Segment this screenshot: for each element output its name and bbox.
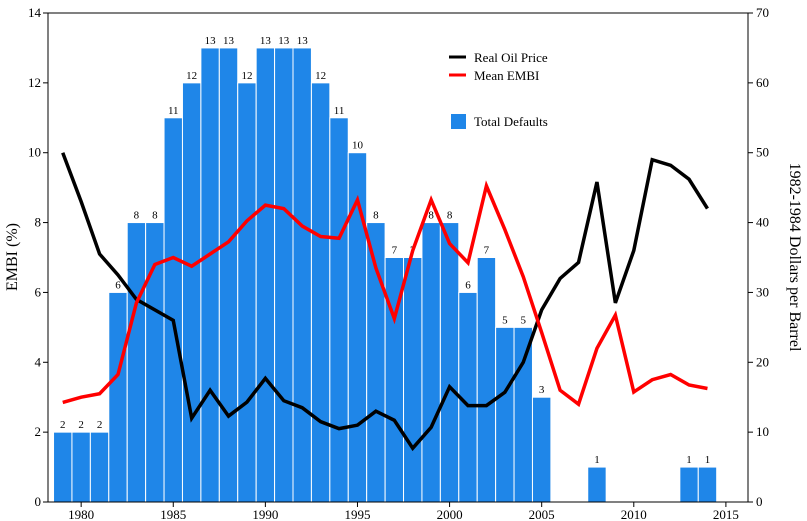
bar-1982 [108,291,128,503]
bar-label-2003: 5 [502,314,508,326]
bar-1986 [181,82,202,503]
right-y-axis: 0 10 20 30 40 50 60 70 [748,5,769,509]
plot-frame [47,12,749,503]
bar-label-2014: 1 [705,454,711,466]
bar-label-2013: 1 [686,454,692,466]
legend-label-oil: Real Oil Price [474,50,548,65]
bar-2014 [697,466,718,503]
legend: Real Oil Price Mean EMBI Total Defaults [449,50,548,129]
x-tick-label-2015: 2015 [713,507,739,521]
bar-2002 [476,257,497,503]
bar-1980 [71,431,91,503]
x-tick-label-1980: 1980 [68,507,94,521]
line-mean-embi [62,180,708,408]
bar-label-1990: 13 [260,35,272,47]
bar-label-2000: 8 [447,210,453,222]
bar-1999 [421,222,441,503]
bars-layer [53,47,718,503]
y-right-tick-label-70: 70 [756,5,769,20]
bar-2004 [513,326,533,503]
legend-swatch-defaults [451,114,466,129]
bar-label-1994: 11 [334,105,345,117]
bar-1983 [126,222,147,503]
legend-label-embi: Mean EMBI [474,68,539,83]
bar-1988 [218,47,239,503]
bar-label-1988: 13 [223,35,235,47]
bar-1993 [310,82,331,503]
bar-label-2004: 5 [521,314,527,326]
bar-1985 [163,117,183,503]
x-tick-label-2005: 2005 [529,507,555,521]
bar-1989 [237,82,257,503]
bar-label-1996: 8 [373,210,379,222]
bar-label-1983: 8 [134,210,140,222]
bar-1990 [255,47,276,503]
y-right-tick-label-10: 10 [756,424,769,439]
bar-label-1986: 12 [186,70,197,82]
bar-label-1995: 10 [352,140,364,152]
bar-label-1981: 2 [97,419,103,431]
bar-label-1980: 2 [78,419,84,431]
bar-2003 [495,326,515,503]
x-tick-label-1990: 1990 [252,507,278,521]
y-right-tick-label-0: 0 [756,494,763,509]
bar-label-1997: 7 [392,245,398,257]
bar-1998 [403,257,423,503]
bar-1992 [292,47,312,503]
bar-label-1982: 6 [115,279,121,291]
bar-1991 [274,47,294,503]
bar-label-1991: 13 [278,35,290,47]
bar-label-2002: 7 [484,245,490,257]
x-tick-label-1985: 1985 [160,507,186,521]
y-left-tick-label-2: 2 [35,424,42,439]
y-right-tick-label-20: 20 [756,354,769,369]
bar-2013 [679,466,699,503]
x-axis: 1980 1985 1990 1995 2000 2005 2010 2015 [68,502,739,521]
y-right-tick-label-40: 40 [756,215,769,230]
x-tick-label-2000: 2000 [437,507,463,521]
bar-1979 [53,431,73,503]
y-left-tick-label-10: 10 [28,145,41,160]
y-left-tick-label-0: 0 [35,494,42,509]
bar-1994 [329,117,349,503]
bar-label-2005: 3 [539,384,545,396]
left-y-axis: 0 2 4 6 8 10 12 14 [28,5,48,509]
right-axis-title: 1982-1984 Dollars per Barrel [786,163,803,352]
bar-label-1992: 13 [297,35,309,47]
y-left-tick-label-6: 6 [35,284,42,299]
y-right-tick-label-50: 50 [756,145,769,160]
x-tick-label-1995: 1995 [344,507,370,521]
line-real-oil-price [61,152,709,452]
y-right-tick-label-60: 60 [756,75,769,90]
y-left-tick-label-14: 14 [28,5,42,20]
bar-label-2008: 1 [594,454,600,466]
bar-label-1987: 13 [205,35,217,47]
legend-label-defaults: Total Defaults [474,114,548,129]
lines-layer [61,152,709,452]
y-right-tick-label-30: 30 [756,284,769,299]
y-left-tick-label-8: 8 [35,215,42,230]
bar-label-1993: 12 [315,70,326,82]
bar-label-1979: 2 [60,419,66,431]
bar-label-1984: 8 [152,210,158,222]
bar-2008 [587,466,607,503]
bar-label-2001: 6 [465,279,471,291]
bar-label-1999: 8 [428,210,434,222]
x-tick-label-2010: 2010 [621,507,647,521]
bar-label-1989: 12 [241,70,252,82]
bar-label-1985: 11 [168,105,179,117]
left-axis-title: EMBI (%) [4,223,21,291]
y-left-tick-label-12: 12 [28,75,41,90]
bar-1987 [200,47,220,503]
bar-1981 [89,431,110,503]
y-left-tick-label-4: 4 [35,354,42,369]
bar-2005 [531,396,552,503]
bar-2000 [439,222,460,503]
